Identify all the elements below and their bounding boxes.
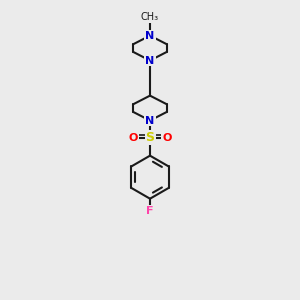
Text: F: F: [146, 206, 154, 216]
Text: O: O: [162, 133, 172, 142]
Text: CH₃: CH₃: [141, 13, 159, 22]
Text: N: N: [146, 31, 154, 40]
Text: O: O: [128, 133, 138, 142]
Text: S: S: [146, 131, 154, 144]
Text: N: N: [146, 56, 154, 65]
Text: N: N: [146, 116, 154, 126]
